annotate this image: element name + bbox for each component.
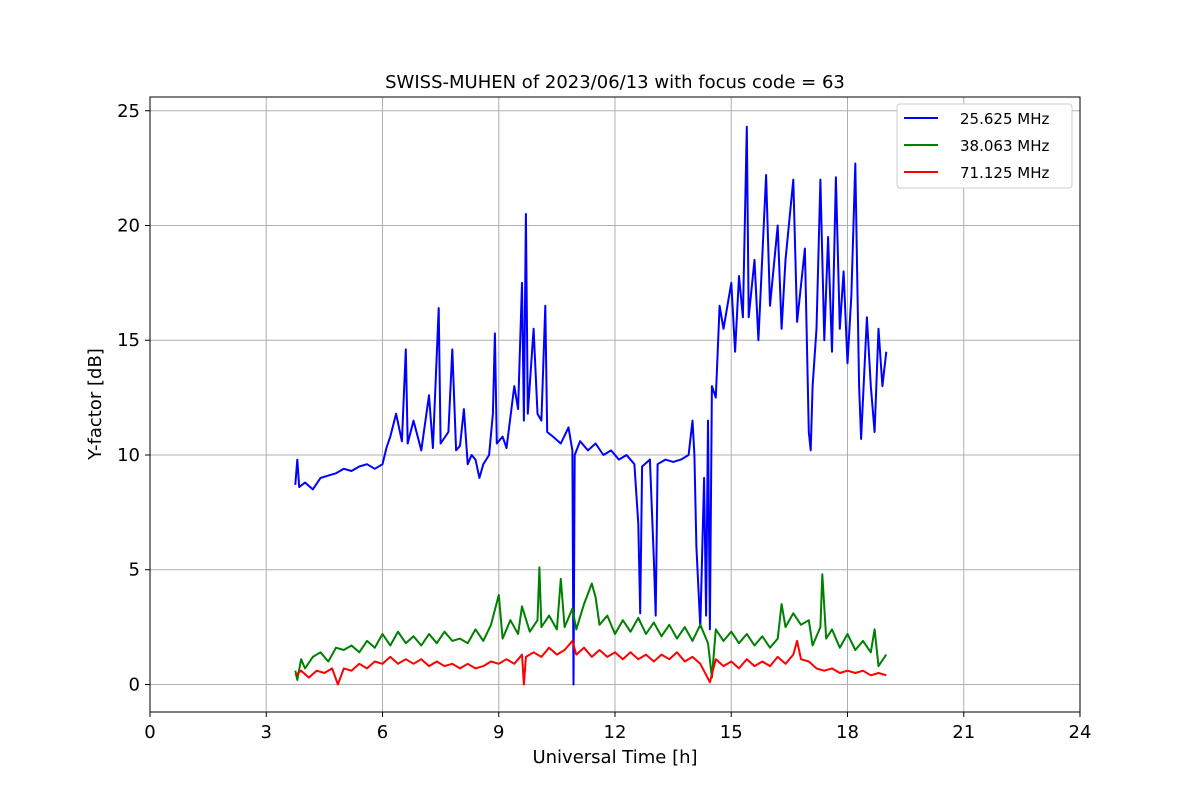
series-lines [294,125,888,686]
x-tick-label: 12 [604,722,627,743]
y-axis-label: Y-factor [dB] [85,348,106,461]
x-tick-label: 0 [144,722,155,743]
y-tick-label: 5 [129,560,140,581]
legend: 25.625 MHz 38.063 MHz 71.125 MHz [896,103,1073,189]
legend-label-38-063: 38.063 MHz [960,137,1049,155]
x-tick-label: 21 [952,722,975,743]
chart-title: SWISS-MUHEN of 2023/06/13 with focus cod… [385,72,845,93]
x-tick-label: 18 [836,722,859,743]
x-tick-label: 3 [261,722,272,743]
series-line-0 [294,125,888,686]
y-tick-label: 20 [117,216,140,237]
y-tick-label: 0 [129,674,140,695]
x-tick-label: 24 [1069,722,1092,743]
series-line-2 [294,639,887,686]
series-line-1 [294,566,888,681]
legend-box [896,103,1073,189]
x-tick-label: 15 [720,722,743,743]
x-axis-label: Universal Time [h] [532,747,697,768]
x-tick-label: 6 [377,722,388,743]
y-tick-label: 10 [117,445,140,466]
legend-label-25-625: 25.625 MHz [960,110,1049,128]
y-tick-label: 25 [117,101,140,122]
axis-ticks: 0 3 6 9 12 15 18 21 24 0 5 10 15 20 25 [117,101,1091,743]
legend-label-71-125: 71.125 MHz [960,164,1049,182]
y-tick-label: 15 [117,330,140,351]
x-tick-label: 9 [493,722,504,743]
